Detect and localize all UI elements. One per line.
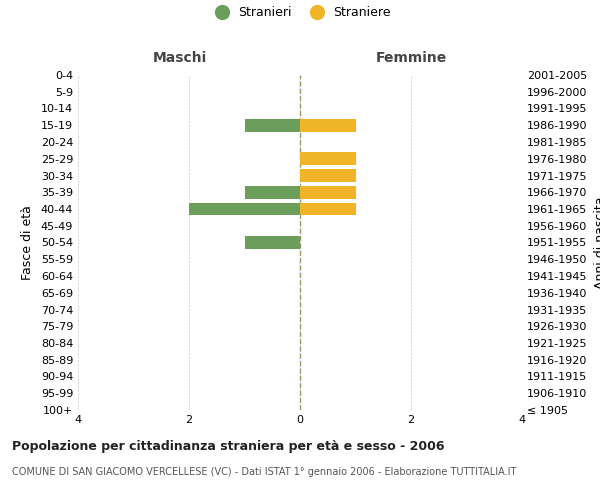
Text: Femmine: Femmine bbox=[376, 52, 446, 66]
Text: Popolazione per cittadinanza straniera per età e sesso - 2006: Popolazione per cittadinanza straniera p… bbox=[12, 440, 445, 453]
Y-axis label: Fasce di età: Fasce di età bbox=[21, 205, 34, 280]
Bar bbox=[300, 119, 355, 132]
Bar bbox=[189, 202, 300, 215]
Bar bbox=[245, 119, 300, 132]
Bar bbox=[300, 202, 355, 215]
Bar bbox=[300, 152, 355, 165]
Text: Maschi: Maschi bbox=[153, 52, 207, 66]
Legend: Stranieri, Straniere: Stranieri, Straniere bbox=[205, 2, 395, 24]
Bar bbox=[245, 236, 300, 249]
Y-axis label: Anni di nascita: Anni di nascita bbox=[595, 196, 600, 289]
Text: COMUNE DI SAN GIACOMO VERCELLESE (VC) - Dati ISTAT 1° gennaio 2006 - Elaborazion: COMUNE DI SAN GIACOMO VERCELLESE (VC) - … bbox=[12, 467, 517, 477]
Bar bbox=[300, 169, 355, 182]
Bar bbox=[245, 186, 300, 198]
Bar bbox=[300, 186, 355, 198]
